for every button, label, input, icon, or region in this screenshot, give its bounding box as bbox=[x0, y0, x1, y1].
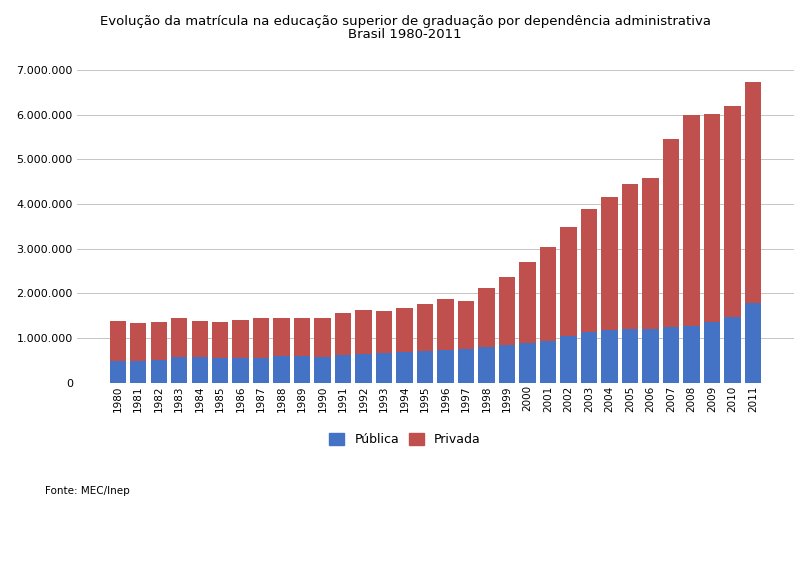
Bar bbox=[253, 318, 270, 357]
Bar bbox=[212, 322, 228, 357]
Bar bbox=[171, 357, 187, 383]
Bar bbox=[356, 310, 372, 354]
Bar bbox=[561, 336, 577, 383]
Text: No período 2010-2011, a matrícula cresceu 7,9% na rede pública e 4,8% na rede pr: No período 2010-2011, a matrícula cresce… bbox=[15, 521, 810, 552]
Bar bbox=[437, 299, 454, 350]
Bar bbox=[724, 106, 740, 317]
Bar bbox=[642, 329, 659, 383]
Bar bbox=[540, 247, 556, 340]
Legend: Pública, Privada: Pública, Privada bbox=[329, 433, 481, 446]
Bar bbox=[335, 356, 352, 383]
Bar bbox=[704, 322, 720, 383]
Bar bbox=[396, 352, 413, 383]
Bar bbox=[109, 360, 126, 383]
Bar bbox=[274, 356, 290, 383]
Bar bbox=[151, 322, 167, 360]
Bar bbox=[663, 327, 680, 383]
Bar bbox=[356, 354, 372, 383]
Text: Brasil 1980-2011: Brasil 1980-2011 bbox=[348, 28, 462, 41]
Bar bbox=[540, 340, 556, 383]
Bar bbox=[458, 349, 475, 383]
Bar bbox=[479, 288, 495, 346]
Bar bbox=[622, 329, 638, 383]
Bar bbox=[396, 308, 413, 352]
Bar bbox=[642, 178, 659, 329]
Bar bbox=[294, 356, 310, 383]
Bar bbox=[171, 318, 187, 357]
Bar bbox=[499, 277, 515, 345]
Bar bbox=[376, 311, 392, 353]
Bar bbox=[684, 115, 700, 326]
Bar bbox=[232, 320, 249, 359]
Bar bbox=[724, 317, 740, 383]
Bar bbox=[684, 326, 700, 383]
Bar bbox=[294, 318, 310, 356]
Bar bbox=[561, 227, 577, 336]
Bar bbox=[376, 353, 392, 383]
Bar bbox=[458, 301, 475, 349]
Bar bbox=[417, 351, 433, 383]
Bar bbox=[109, 321, 126, 360]
Bar bbox=[663, 139, 680, 327]
Bar bbox=[519, 262, 535, 343]
Bar bbox=[212, 357, 228, 383]
Bar bbox=[130, 323, 147, 360]
Bar bbox=[745, 82, 761, 303]
Bar bbox=[335, 312, 352, 356]
Bar bbox=[519, 343, 535, 383]
Bar bbox=[704, 114, 720, 322]
Bar bbox=[314, 357, 330, 383]
Text: Fonte: MEC/Inep: Fonte: MEC/Inep bbox=[45, 486, 130, 496]
Bar bbox=[581, 332, 597, 383]
Bar bbox=[130, 360, 147, 383]
Bar bbox=[232, 359, 249, 383]
Bar bbox=[151, 360, 167, 383]
Bar bbox=[437, 350, 454, 383]
Bar bbox=[601, 330, 618, 383]
Bar bbox=[314, 318, 330, 357]
Bar bbox=[622, 184, 638, 329]
Bar bbox=[479, 346, 495, 383]
Text: Evolução da matrícula na educação superior de graduação por dependência administ: Evolução da matrícula na educação superi… bbox=[100, 15, 710, 27]
Bar bbox=[499, 345, 515, 383]
Bar bbox=[417, 304, 433, 351]
Bar bbox=[581, 208, 597, 332]
Bar bbox=[253, 357, 270, 383]
Bar bbox=[745, 303, 761, 383]
Bar bbox=[601, 197, 618, 330]
Bar bbox=[191, 321, 208, 357]
Bar bbox=[274, 318, 290, 356]
Bar bbox=[191, 357, 208, 383]
